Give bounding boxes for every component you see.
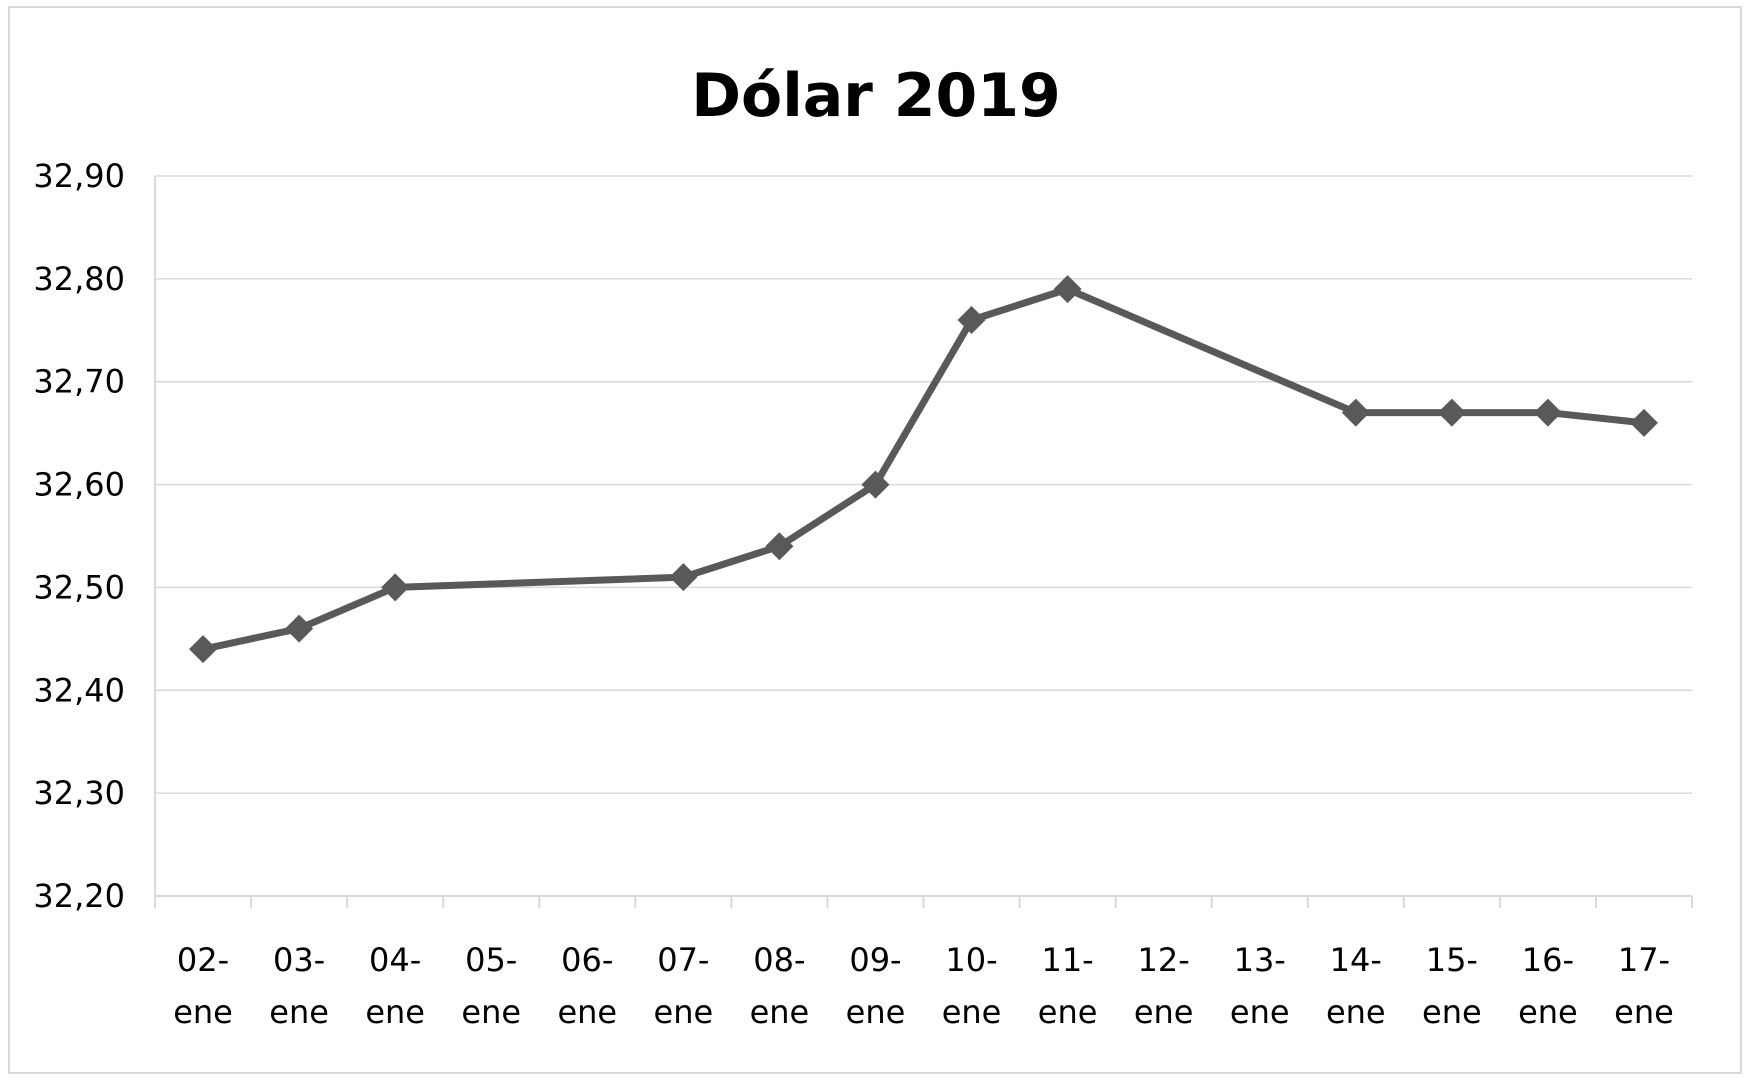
- data-point-marker: [381, 573, 410, 602]
- data-point-marker: [189, 635, 218, 664]
- x-tick-label: ene: [557, 993, 617, 1031]
- x-tick-label: ene: [461, 993, 521, 1031]
- x-tick-label: ene: [750, 993, 810, 1031]
- x-tick-label: 14-: [1330, 941, 1382, 979]
- x-tick-label: ene: [942, 993, 1002, 1031]
- y-axis-tick-labels: 32,20 32,30 32,40 32,50 32,60 32,70 32,80 32,90: [33, 157, 125, 915]
- x-tick-label: 17-: [1618, 941, 1670, 979]
- data-point-marker: [1629, 408, 1658, 437]
- x-tick-label: ene: [1518, 993, 1578, 1031]
- data-point-marker: [765, 532, 794, 561]
- x-tick-label: 09-: [849, 941, 901, 979]
- data-point-marker: [1053, 275, 1082, 304]
- chart-title: Dólar 2019: [691, 61, 1061, 131]
- x-tick-label: 07-: [657, 941, 709, 979]
- x-tick-label: 15-: [1426, 941, 1478, 979]
- y-tick-label: 32,80: [33, 260, 125, 298]
- data-point-marker: [1341, 398, 1370, 427]
- series: [189, 275, 1658, 664]
- x-tick-label: ene: [173, 993, 233, 1031]
- x-tick-label: ene: [269, 993, 329, 1031]
- x-tick-label: 03-: [273, 941, 325, 979]
- x-tick-label: 02-: [177, 941, 229, 979]
- x-tick-label: ene: [1326, 993, 1386, 1031]
- data-point-marker: [957, 306, 986, 334]
- x-tick-label: ene: [1134, 993, 1194, 1031]
- data-point-marker: [669, 563, 698, 592]
- data-point-marker: [285, 614, 314, 643]
- x-tick-label: 08-: [753, 941, 805, 979]
- y-tick-label: 32,30: [33, 774, 125, 812]
- x-tick-label: 04-: [369, 941, 421, 979]
- x-tick-label: 13-: [1234, 941, 1286, 979]
- data-point-marker: [861, 470, 890, 499]
- y-tick-label: 32,90: [33, 157, 125, 195]
- y-tick-label: 32,50: [33, 568, 125, 606]
- x-tick-label: 10-: [945, 941, 997, 979]
- y-tick-label: 32,60: [33, 466, 125, 504]
- x-tick-label: ene: [1230, 993, 1290, 1031]
- y-tick-label: 32,70: [33, 363, 125, 401]
- data-point-marker: [1437, 398, 1466, 427]
- x-tick-label: ene: [846, 993, 906, 1031]
- y-tick-label: 32,20: [33, 877, 125, 915]
- x-tick-label: 06-: [561, 941, 613, 979]
- x-axis-tick-labels: 02- ene 03- ene 04- ene 05- ene 06- ene 07- ene 08- e…: [173, 941, 1674, 1031]
- x-tick-label: 05-: [465, 941, 517, 979]
- x-tick-label: ene: [1422, 993, 1482, 1031]
- gridlines: [155, 175, 1692, 794]
- x-tick-label: ene: [365, 993, 425, 1031]
- data-point-marker: [1533, 398, 1562, 427]
- x-tick-label: 11-: [1041, 941, 1093, 979]
- x-tick-label: ene: [1038, 993, 1098, 1031]
- x-tick-label: ene: [1614, 993, 1674, 1031]
- series-line: [199, 285, 1648, 653]
- axes: [154, 176, 1693, 908]
- y-tick-label: 32,40: [33, 671, 125, 709]
- x-tick-label: 12-: [1138, 941, 1190, 979]
- x-tick-label: 16-: [1522, 941, 1574, 979]
- x-tick-label: ene: [654, 993, 714, 1031]
